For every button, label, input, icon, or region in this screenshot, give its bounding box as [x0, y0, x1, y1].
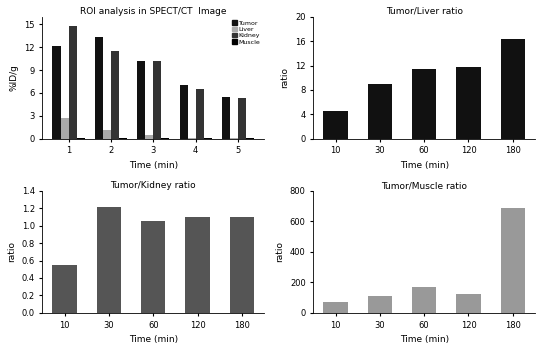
X-axis label: Time (min): Time (min) — [399, 161, 449, 170]
Bar — [204, 138, 212, 139]
Bar — [145, 135, 153, 139]
Y-axis label: ratio: ratio — [7, 241, 16, 262]
Bar — [324, 302, 348, 313]
Bar — [53, 46, 61, 139]
Bar — [501, 39, 525, 139]
Bar — [238, 98, 246, 139]
Bar — [153, 61, 162, 139]
Y-axis label: %ID/g: %ID/g — [10, 64, 18, 91]
Bar — [456, 67, 481, 139]
Bar — [188, 138, 196, 139]
Bar — [222, 97, 230, 139]
Bar — [367, 84, 392, 139]
Bar — [103, 130, 111, 139]
Bar — [68, 26, 76, 139]
Bar — [119, 138, 127, 139]
X-axis label: Time (min): Time (min) — [399, 335, 449, 344]
Y-axis label: ratio: ratio — [275, 241, 284, 262]
Bar — [137, 61, 145, 139]
Bar — [97, 206, 121, 313]
X-axis label: Time (min): Time (min) — [128, 335, 178, 344]
Bar — [230, 138, 238, 139]
Bar — [412, 287, 436, 313]
Bar — [196, 89, 204, 139]
Bar — [179, 85, 188, 139]
Bar — [95, 37, 103, 139]
Title: ROI analysis in SPECT/CT  Image: ROI analysis in SPECT/CT Image — [80, 7, 227, 16]
Bar — [141, 221, 165, 313]
Bar — [111, 51, 119, 139]
Title: Tumor/Liver ratio: Tumor/Liver ratio — [386, 7, 463, 16]
Y-axis label: ratio: ratio — [281, 67, 289, 88]
Bar — [76, 138, 85, 139]
Bar — [456, 294, 481, 313]
Bar — [246, 138, 254, 139]
Bar — [412, 68, 436, 139]
Bar — [185, 217, 210, 313]
Title: Tumor/Kidney ratio: Tumor/Kidney ratio — [111, 181, 196, 190]
Legend: Tumor, Liver, Kidney, Muscle: Tumor, Liver, Kidney, Muscle — [231, 20, 261, 45]
Title: Tumor/Muscle ratio: Tumor/Muscle ratio — [381, 181, 467, 190]
Bar — [230, 217, 254, 313]
Bar — [367, 296, 392, 313]
Bar — [53, 265, 77, 313]
Bar — [61, 118, 68, 139]
Bar — [162, 138, 169, 139]
Bar — [501, 207, 525, 313]
X-axis label: Time (min): Time (min) — [128, 161, 178, 170]
Bar — [324, 111, 348, 139]
